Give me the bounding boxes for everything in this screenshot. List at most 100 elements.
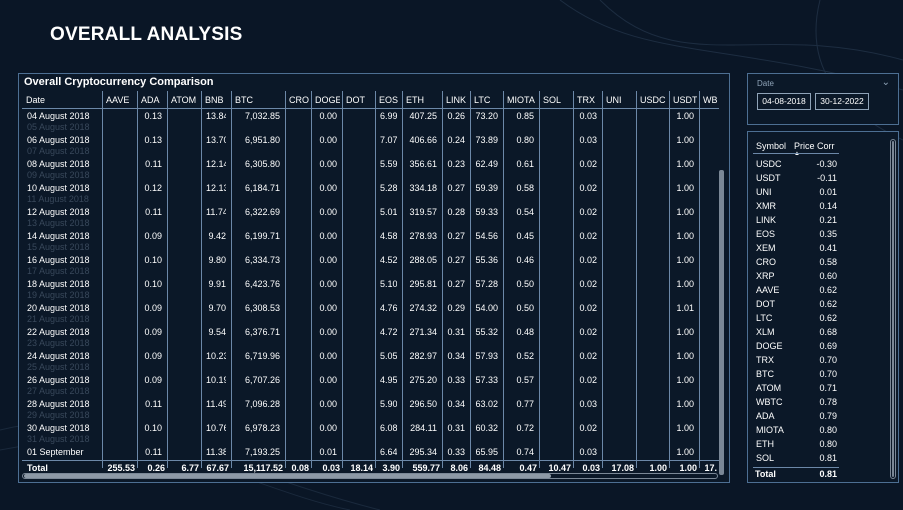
column-header-atom[interactable]: ATOM [171,95,197,105]
symbol-cell: BTC [756,369,774,379]
table-cell: 6,184.71 [244,183,280,193]
column-header-price-corr[interactable]: Price Corr [794,141,835,151]
table-cell: 295.81 [409,279,437,289]
column-header-aave[interactable]: AAVE [106,95,130,105]
table-cell: 0.31 [447,423,465,433]
correlation-row: XEM 0.41 [755,243,837,257]
table-cell: 0.23 [447,159,465,169]
table-cell: 282.97 [409,351,437,361]
column-header-link[interactable]: LINK [446,95,467,105]
column-header-dot[interactable]: DOT [346,95,365,105]
column-header-usdt[interactable]: USDT [673,95,697,105]
price-corr-cell: -0.30 [816,159,837,169]
total-label: Total [27,463,48,473]
column-separator [402,91,403,468]
table-vertical-scrollbar[interactable] [718,95,726,480]
price-corr-cell: 0.70 [819,355,837,365]
slicer-label: Date [757,79,774,88]
table-cell: 6,707.26 [244,375,280,385]
column-header-sol[interactable]: SOL [543,95,562,105]
column-header-symbol[interactable]: Symbol [756,141,787,151]
column-separator [669,91,670,468]
correlation-row: ADA 0.79 [755,411,837,425]
symbol-cell: SOL [756,453,775,463]
total-cell: 1.00 [679,463,697,473]
total-cell: 17.08 [611,463,634,473]
column-header-eos[interactable]: EOS [379,95,399,105]
column-separator [602,91,603,468]
table-cell: 0.72 [516,423,534,433]
table-cell: 0.02 [579,159,597,169]
correlation-vertical-scrollbar[interactable] [890,139,896,479]
price-corr-cell: 0.80 [819,439,837,449]
total-value: 0.81 [819,469,837,479]
column-separator [231,91,232,468]
ghost-row-label: 19 August 2018 [27,290,90,300]
total-divider [22,460,719,461]
chevron-down-icon[interactable]: ⌄ [881,77,890,88]
total-cell: 255.53 [107,463,135,473]
table-cell: 0.31 [447,327,465,337]
scrollbar-thumb[interactable] [24,474,551,478]
table-cell: 7,096.28 [244,399,280,409]
table-cell: 0.57 [516,375,534,385]
table-cell: 0.11 [145,399,162,409]
table-cell: 296.50 [409,399,437,409]
column-header-ltc[interactable]: LTC [474,95,491,105]
correlation-row: ETH 0.80 [755,439,837,453]
column-header-miota[interactable]: MIOTA [507,95,535,105]
table-cell: 0.09 [144,303,162,313]
table-cell: 0.02 [579,279,597,289]
correlation-row: DOT 0.62 [755,299,837,313]
table-cell: 12.14 [206,159,226,169]
correlation-row: CRO 0.58 [755,257,837,271]
date-range-slicer[interactable]: Date ⌄ 04-08-2018 30-12-2022 [747,73,899,125]
column-header-wb[interactable]: WB [703,95,717,105]
table-cell: 0.00 [319,231,337,241]
column-header-cro[interactable]: CRO [289,95,309,105]
start-date-input[interactable]: 04-08-2018 [757,93,811,110]
ghost-row-label: 07 August 2018 [27,146,90,156]
column-separator [285,91,286,468]
column-header-doge[interactable]: DOGE [315,95,340,105]
symbol-cell: XMR [756,201,776,211]
correlation-row: USDC -0.30 [755,159,837,173]
row-date: 06 August 2018 [27,135,90,145]
end-date-input[interactable]: 30-12-2022 [815,93,869,110]
column-separator [699,91,700,468]
column-header-date[interactable]: Date [26,95,46,105]
total-cell: 8.06 [450,463,468,473]
price-corr-cell: 0.70 [819,369,837,379]
total-cell: 18.14 [350,463,373,473]
table-cell: 59.39 [475,183,498,193]
column-separator [102,91,103,468]
table-cell: 5.28 [380,183,397,193]
column-header-eth[interactable]: ETH [406,95,424,105]
column-separator [470,91,471,468]
column-header-btc[interactable]: BTC [235,95,253,105]
table-cell: 59.33 [475,207,498,217]
ghost-row-label: 29 August 2018 [27,410,90,420]
column-header-ada[interactable]: ADA [141,95,160,105]
table-cell: 0.02 [579,231,597,241]
column-header-uni[interactable]: UNI [606,95,622,105]
table-cell: 275.20 [409,375,437,385]
table-cell: 6,951.80 [244,135,280,145]
table-cell: 0.00 [319,375,337,385]
total-cell: 67.67 [206,463,229,473]
total-divider [753,467,839,468]
total-cell: 6.77 [181,463,199,473]
page-title: OVERALL ANALYSIS [50,24,243,45]
table-cell: 11.49 [206,399,226,409]
table-cell: 0.02 [579,183,597,193]
column-header-trx[interactable]: TRX [577,95,595,105]
column-header-usdc[interactable]: USDC [640,95,666,105]
scrollbar-thumb[interactable] [719,170,724,475]
table-horizontal-scrollbar[interactable] [22,473,718,479]
table-cell: 1.00 [676,255,694,265]
symbol-cell: EOS [756,229,776,239]
table-cell: 10.23 [206,351,226,361]
total-cell: 0.03 [322,463,340,473]
column-header-bnb[interactable]: BNB [205,95,224,105]
scrollbar-thumb[interactable] [892,141,894,477]
